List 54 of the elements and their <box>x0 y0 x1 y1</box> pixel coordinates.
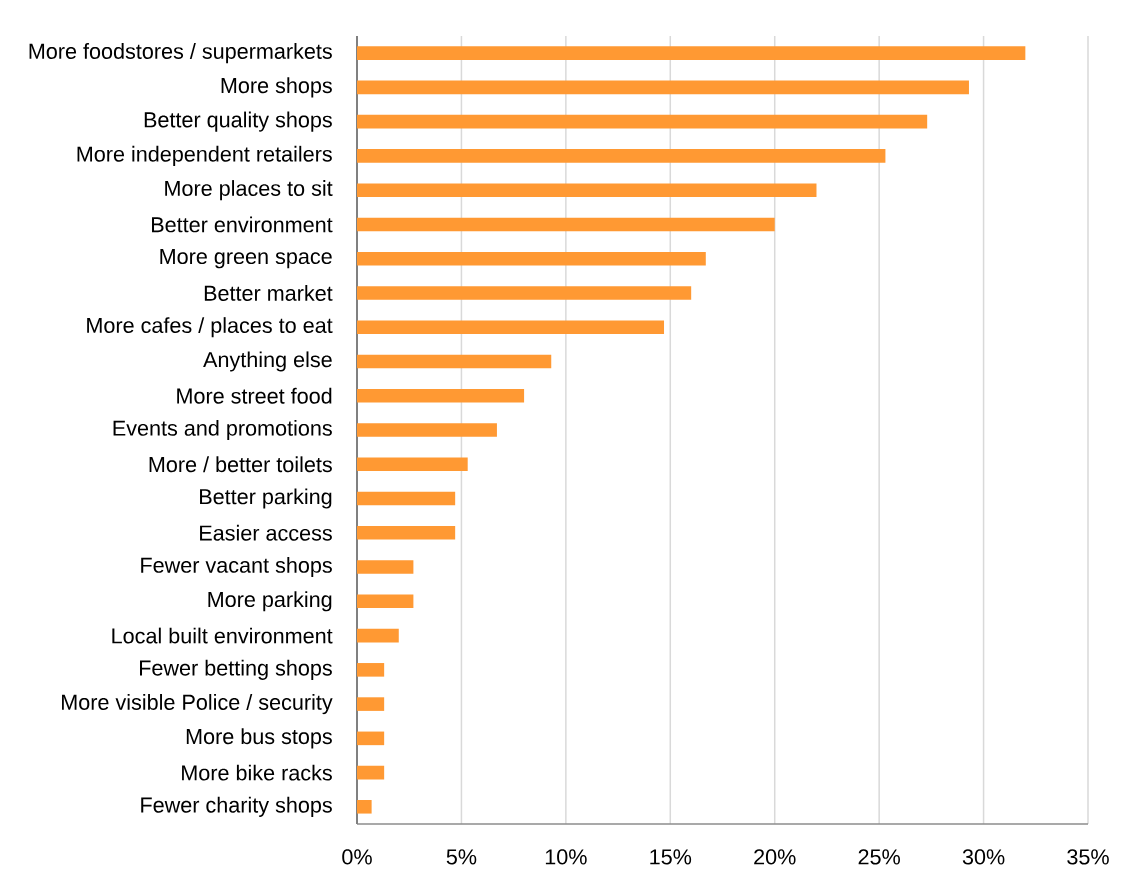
x-tick-label: 35% <box>1067 849 1109 865</box>
y-tick-label: More green space <box>160 249 332 269</box>
y-tick-label: Better market <box>204 285 333 301</box>
bar <box>357 388 525 403</box>
bar <box>357 800 372 814</box>
bar <box>357 354 552 369</box>
bar <box>357 217 775 232</box>
y-tick-label: More bike racks <box>182 764 332 781</box>
bar <box>357 560 414 574</box>
x-tick-label: 25% <box>858 849 900 865</box>
y-tick-label: More shops <box>221 77 332 98</box>
x-tick-label: 0% <box>342 849 372 865</box>
y-tick-label: More / better toilets <box>149 456 332 473</box>
bar <box>357 183 817 197</box>
x-tick-label: 10% <box>545 849 587 865</box>
bar <box>357 525 456 540</box>
y-tick-label: More independent retailers <box>77 145 332 166</box>
x-tick-label: 15% <box>650 849 692 865</box>
bar <box>357 80 969 95</box>
bar <box>357 731 385 746</box>
bar <box>357 320 665 335</box>
bar <box>357 663 385 677</box>
y-tick-label: More foodstores / supermarkets <box>29 43 332 64</box>
bar <box>357 765 385 780</box>
y-tick-label: Fewer vacant shops <box>141 556 332 578</box>
x-tick-label: 30% <box>962 849 1005 865</box>
bar <box>357 251 706 266</box>
bar <box>357 46 1026 60</box>
bar <box>357 286 692 300</box>
y-tick-label: More parking <box>208 591 332 612</box>
bar <box>357 594 414 609</box>
bar <box>357 491 456 506</box>
y-tick-label: Events and promotions <box>113 419 332 441</box>
y-tick-label: Anything else <box>203 351 332 372</box>
y-tick-label: More cafes / places to eat <box>87 317 333 338</box>
y-tick-label: Better environment <box>152 216 333 233</box>
y-tick-label: More visible Police / security <box>62 694 333 715</box>
bar <box>357 697 385 711</box>
bar <box>357 114 928 129</box>
bar <box>357 423 497 437</box>
y-tick-label: More places to sit <box>165 180 333 201</box>
x-tick-label: 20% <box>754 849 796 865</box>
y-tick-label: Better quality shops <box>144 111 332 132</box>
y-tick-label: Easier access <box>200 524 332 541</box>
bar <box>357 457 468 472</box>
bar <box>357 149 886 163</box>
y-tick-label: Better parking <box>200 488 332 509</box>
y-tick-label: Fewer charity shops <box>141 796 332 817</box>
y-tick-label: More bus stops <box>186 728 332 749</box>
y-tick-label: Fewer betting shops <box>140 659 332 680</box>
x-tick-label: 5% <box>446 849 477 865</box>
y-tick-label: More street food <box>177 387 332 404</box>
bar <box>357 628 399 643</box>
y-tick-label: Local built environment <box>112 627 333 644</box>
